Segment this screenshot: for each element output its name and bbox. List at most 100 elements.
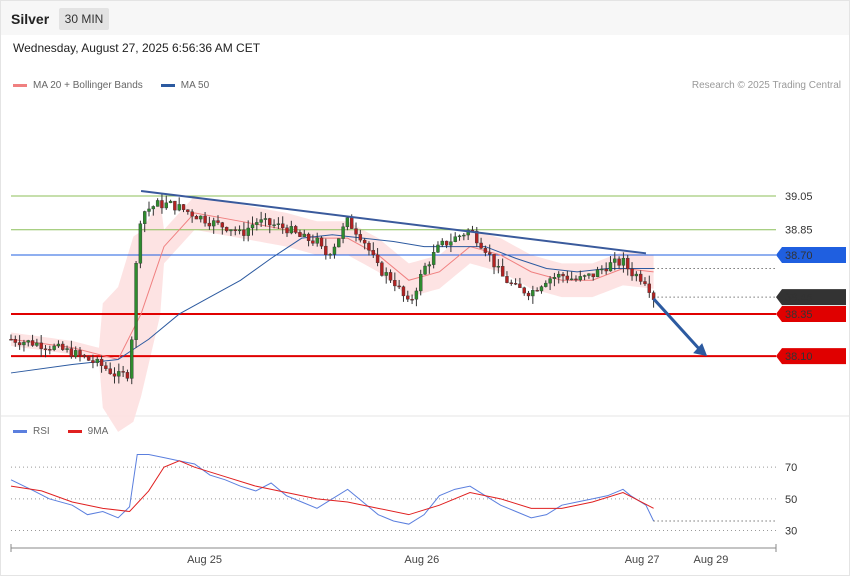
candle-body [608,262,613,272]
candle-body [177,204,181,211]
candle-body [211,220,216,227]
rsi-ref-label-30: 30 [785,526,797,538]
candle-body [17,342,22,346]
candle-body [324,245,328,255]
candle-body [626,257,630,270]
timeframe-badge[interactable]: 30 MIN [59,8,109,30]
candle-body [263,218,268,220]
candle-body [440,240,444,246]
candle-body [134,263,138,340]
candle-body [319,237,324,247]
candle-body [125,372,130,379]
candle-body [69,348,74,357]
candle-body [539,286,544,292]
level-label-38-70: 38.70 [785,250,813,262]
candle-body [535,290,539,292]
candle-body [155,200,160,207]
candle-body [56,343,61,347]
candle-body [302,233,306,237]
candle-body [73,350,78,357]
candle-body [552,277,557,279]
candle-body [591,273,595,278]
candle-body [531,290,535,297]
candle-body [522,287,526,294]
candle-body [414,290,419,300]
candle-body [306,233,311,241]
candle-body [199,215,203,220]
candle-body [518,283,522,288]
candle-body [569,278,574,281]
candle-body [237,229,242,232]
candle-body [26,340,30,343]
candle-body [39,342,43,349]
candle-body [289,226,294,234]
candle-body [479,242,483,249]
candle-body [142,211,147,224]
level-label-38-35: 38.35 [785,309,813,321]
candle-body [496,266,501,268]
candle-body [475,230,479,244]
candle-body [397,285,401,288]
rsi9ma-legend-swatch [67,430,82,433]
candle-body [613,258,617,263]
candle-body [173,200,177,211]
candle-body [423,265,427,275]
level-label-39-05: 39.05 [785,191,813,203]
x-tick-label: Aug 27 [625,554,660,566]
candle-body [259,219,263,223]
level-label-38-70-bg [776,247,846,263]
candle-body [22,342,26,346]
candle-body [483,247,488,253]
candle-body [186,209,190,212]
main-legend: MA 20 + Bollinger Bands MA 50 [13,80,209,91]
candle-body [375,254,380,263]
rsi9ma-legend-label: 9MA [87,426,109,437]
candle-body [86,356,91,361]
candle-body [315,237,319,244]
candle-body [500,266,505,277]
candle-body [332,246,337,255]
candle-body [406,295,410,300]
candle-body [643,281,647,285]
rsi-legend-label: RSI [33,426,50,437]
candle-body [52,345,56,350]
symbol-title: Silver [11,11,50,27]
candle-body [367,242,371,251]
x-tick-label: Aug 26 [404,554,439,566]
rsi-legend: RSI 9MA [13,426,108,437]
candle-body [151,206,156,210]
candle-body [393,280,397,287]
candle-body [65,348,69,350]
forecast-arrow-shaft [652,297,703,353]
ma50-line [10,234,654,374]
candle-body [224,226,229,232]
candle-body [380,262,384,276]
candle-body [272,224,276,226]
candle-body [587,273,591,276]
copyright-notice: Research © 2025 Trading Central [691,80,841,91]
forecast-arrow-head [693,343,708,357]
candle-body [362,239,367,244]
candle-body [341,226,345,239]
candle-body [112,373,117,377]
last-price-label-bg [776,289,846,306]
candle-body [190,211,194,217]
candle-body [492,254,496,268]
candle-body [61,343,65,350]
candle-body [505,276,509,283]
candle-body [246,227,250,236]
trendline [140,189,647,255]
candle-body [419,274,423,292]
candle-body [630,268,634,277]
rsi-line [10,454,655,525]
candle-body [526,292,531,297]
candle-body [160,200,164,209]
candle-body [449,241,453,246]
candle-body [388,272,393,281]
candle-body [453,236,457,242]
candle-body [457,235,462,238]
candle-body [582,275,587,277]
candle-body [281,223,285,228]
ma20-legend-label: MA 20 + Bollinger Bands [33,80,143,91]
rsi-9ma-line [10,460,654,516]
